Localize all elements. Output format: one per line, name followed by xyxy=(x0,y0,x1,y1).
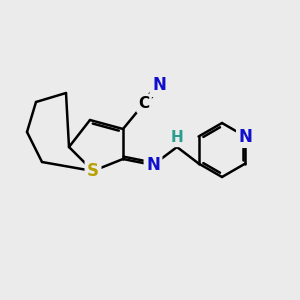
Text: N: N xyxy=(146,156,160,174)
Text: N: N xyxy=(238,128,252,146)
Text: N: N xyxy=(152,76,166,94)
Text: H: H xyxy=(171,130,183,145)
Text: S: S xyxy=(87,162,99,180)
Text: C: C xyxy=(138,96,150,111)
